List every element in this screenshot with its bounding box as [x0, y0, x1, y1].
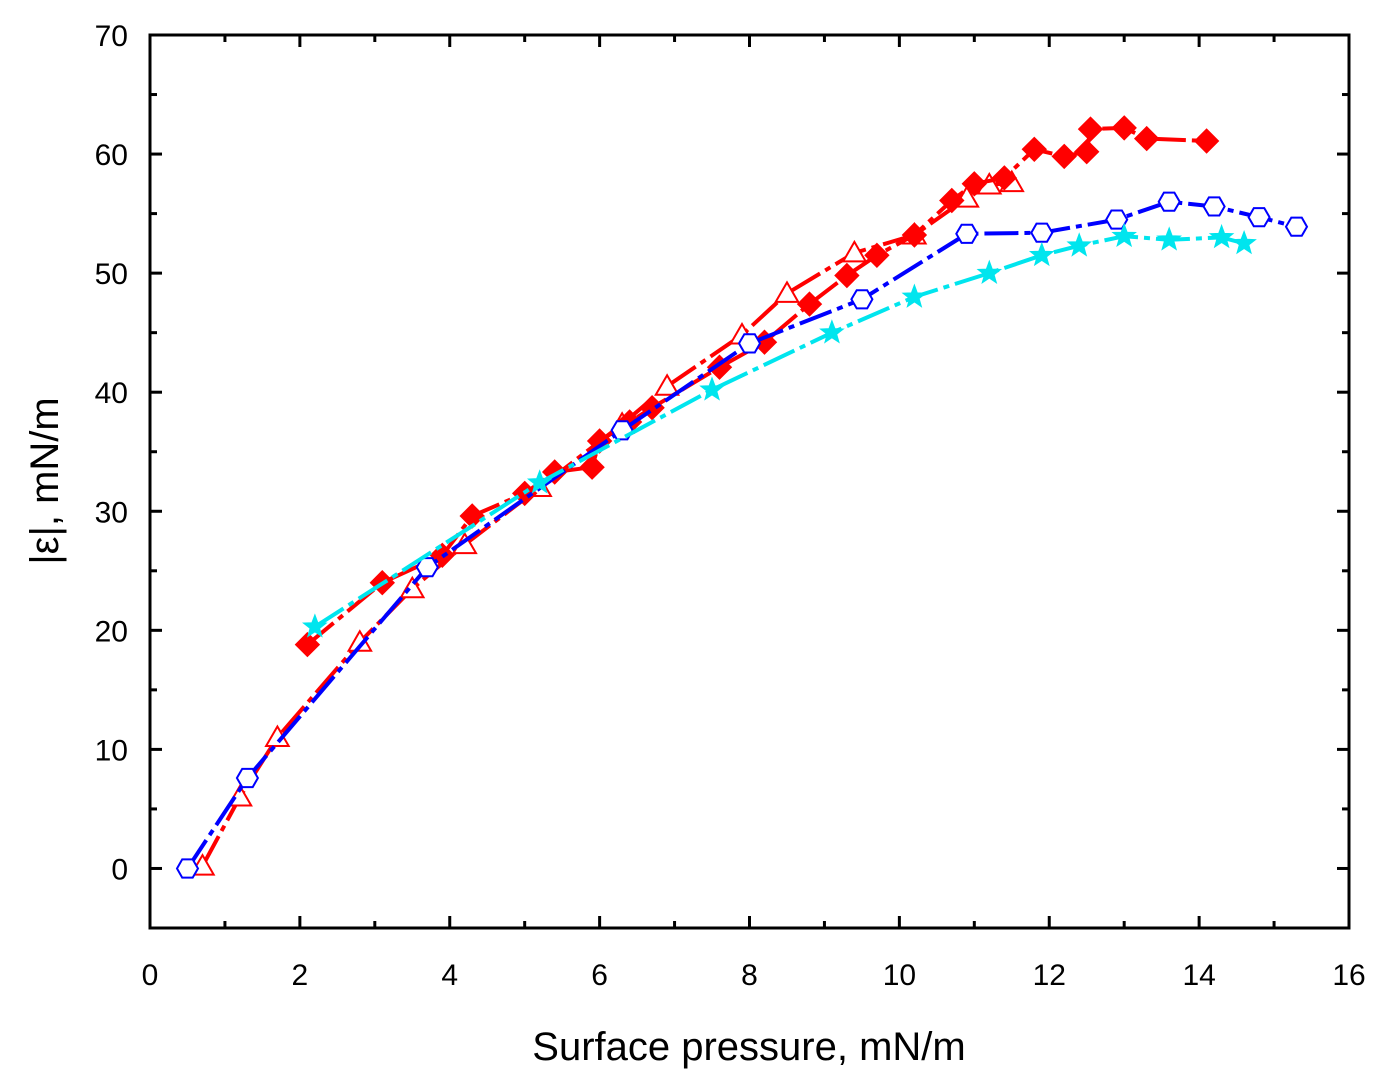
y-tick-label: 60	[95, 139, 128, 172]
data-point	[1133, 125, 1160, 152]
data-point	[1111, 222, 1137, 248]
data-point	[841, 239, 868, 263]
x-tick-label: 0	[142, 959, 159, 992]
data-point	[1105, 209, 1129, 230]
data-point	[1051, 143, 1077, 170]
y-tick-label: 30	[95, 496, 128, 529]
y-tick-label: 0	[111, 853, 128, 886]
data-point	[955, 223, 979, 244]
data-point	[901, 222, 928, 248]
data-point	[939, 187, 965, 214]
data-point	[834, 262, 860, 289]
data-point	[579, 454, 605, 480]
data-point	[850, 289, 874, 310]
data-point	[235, 767, 260, 789]
data-point	[415, 557, 439, 578]
data-point	[526, 469, 553, 494]
data-point	[1028, 241, 1055, 267]
y-tick-label: 50	[95, 258, 128, 291]
data-point	[991, 165, 1018, 191]
x-tick-label: 16	[1332, 959, 1365, 992]
x-tick-label: 8	[741, 959, 758, 992]
data-point	[1021, 136, 1048, 163]
x-tick-label: 14	[1182, 959, 1215, 992]
data-point	[399, 575, 426, 599]
y-tick-label: 20	[95, 615, 128, 648]
data-point	[976, 259, 1003, 284]
data-point	[1202, 196, 1226, 217]
data-point	[1208, 223, 1235, 249]
series-line-open-hexagon	[185, 199, 1297, 870]
data-point	[1157, 191, 1181, 212]
data-point	[901, 283, 928, 308]
data-point	[961, 171, 988, 197]
data-point	[1073, 138, 1100, 165]
data-point	[302, 613, 328, 638]
data-point	[864, 242, 890, 269]
series-layer	[175, 115, 1309, 879]
y-tick-label: 40	[95, 377, 128, 410]
data-point	[773, 280, 800, 303]
series-line-open-triangle	[200, 180, 1013, 868]
y-tick-label: 10	[95, 734, 128, 767]
x-tick-label: 12	[1033, 959, 1066, 992]
series-line-filled-star	[313, 234, 1245, 629]
x-tick-label: 2	[292, 959, 309, 992]
data-point	[1077, 116, 1104, 142]
data-point	[796, 291, 823, 317]
data-point	[294, 631, 321, 658]
series-filled-star	[302, 222, 1257, 638]
data-point	[699, 376, 725, 401]
data-point	[1030, 222, 1054, 243]
x-tick-label: 10	[883, 959, 916, 992]
x-tick-label: 6	[591, 959, 608, 992]
data-point	[1284, 216, 1309, 237]
data-point	[1231, 229, 1257, 255]
y-tick-label: 70	[95, 20, 128, 53]
data-point	[819, 319, 845, 344]
ticks-layer: 0 2 4 6 8 10 12 14 16 0 10 20 30 40 50 60 70	[95, 20, 1366, 992]
data-point	[1156, 226, 1182, 251]
plot-frame	[148, 33, 1351, 930]
y-axis-title: |ε|, mN/m	[23, 397, 67, 564]
series-open-hexagon	[175, 191, 1309, 879]
x-axis-title: Surface pressure, mN/m	[532, 1025, 965, 1069]
data-point	[654, 373, 681, 396]
data-point	[1193, 128, 1220, 154]
data-point	[610, 420, 634, 441]
x-tick-label: 4	[441, 959, 458, 992]
data-point	[175, 858, 200, 879]
data-point	[737, 333, 762, 354]
data-point	[1066, 232, 1092, 257]
data-point	[1111, 115, 1137, 141]
data-point	[1247, 207, 1271, 228]
